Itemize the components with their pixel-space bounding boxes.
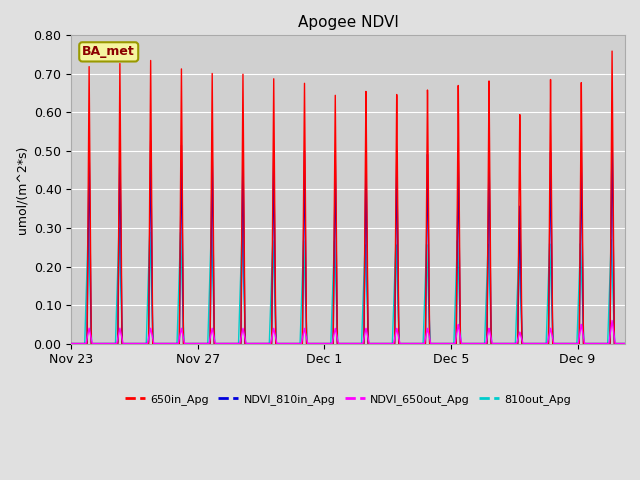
Legend: 650in_Apg, NDVI_810in_Apg, NDVI_650out_Apg, 810out_Apg: 650in_Apg, NDVI_810in_Apg, NDVI_650out_A… bbox=[121, 389, 575, 409]
Text: BA_met: BA_met bbox=[83, 46, 135, 59]
Y-axis label: umol/(m^2*s): umol/(m^2*s) bbox=[15, 145, 28, 234]
Title: Apogee NDVI: Apogee NDVI bbox=[298, 15, 399, 30]
